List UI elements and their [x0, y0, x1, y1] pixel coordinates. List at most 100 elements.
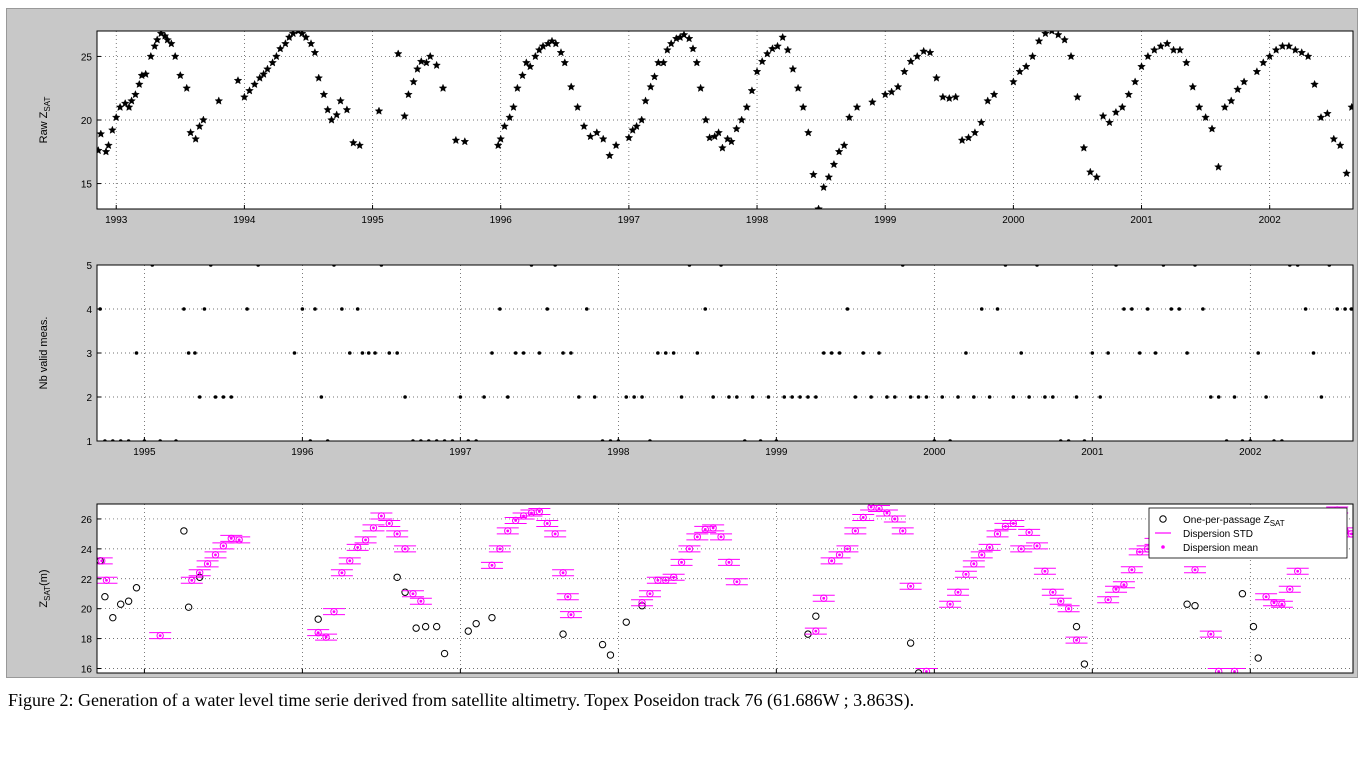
dispersion-mean-ring: [488, 561, 496, 570]
x-tick-label: 2001: [1081, 447, 1104, 458]
star-point: [1053, 31, 1063, 39]
dispersion-mean-ring: [504, 527, 512, 535]
star-point: [404, 90, 413, 99]
dot-point: [347, 351, 352, 355]
star-point: [900, 67, 909, 76]
dot-point: [790, 395, 794, 399]
legend-dot-marker: [1161, 545, 1165, 549]
plot-area: [97, 504, 1353, 673]
dot-point: [134, 351, 139, 355]
dot-point: [640, 395, 644, 399]
dispersion-mean-point: [1130, 568, 1134, 572]
star-point: [696, 83, 705, 92]
star-point: [742, 102, 752, 111]
star-point: [438, 83, 448, 92]
dot-point: [245, 307, 249, 311]
x-tick-label: 1996: [291, 447, 314, 458]
dot-point: [671, 351, 676, 355]
star-point: [804, 128, 813, 137]
dot-point: [545, 307, 550, 311]
dot-point: [703, 307, 708, 311]
circle-point: [401, 588, 409, 596]
dispersion-mean-point: [1122, 583, 1126, 587]
dot-point: [814, 395, 818, 399]
dispersion-mean-point: [1019, 547, 1023, 551]
star-point: [124, 102, 134, 111]
dispersion-mean-ring: [993, 530, 1002, 538]
dot-point: [853, 395, 858, 399]
y-axis-label-suffix: (m): [38, 569, 50, 586]
dot-point: [360, 351, 365, 355]
dispersion-mean-point: [1067, 607, 1071, 611]
y-tick-label: 24: [81, 545, 93, 556]
star-point: [422, 58, 431, 67]
star-point: [1252, 67, 1262, 76]
dispersion-mean-point: [553, 532, 557, 536]
legend-label-main: One-per-passage Z: [1183, 515, 1270, 526]
star-point: [637, 115, 646, 124]
dispersion-mean-point: [869, 505, 873, 509]
dispersion-mean-ring: [543, 519, 551, 528]
y-axis-label: ZSAT(m): [38, 569, 52, 607]
star-point: [556, 48, 566, 57]
dispersion-mean-ring: [693, 533, 702, 541]
dot-point: [1201, 307, 1205, 311]
star-point: [163, 35, 172, 44]
star-point: [547, 36, 557, 45]
star-point: [732, 124, 741, 133]
dispersion-mean-ring: [733, 578, 741, 586]
star-point: [839, 140, 849, 150]
circle-point: [101, 593, 109, 601]
star-point: [880, 90, 890, 99]
dot-point: [592, 395, 597, 399]
star-point: [170, 51, 180, 61]
circle-point: [421, 622, 430, 631]
star-point: [342, 105, 352, 114]
star-point: [409, 77, 418, 86]
star-point: [868, 97, 877, 106]
dot-point: [1303, 307, 1308, 311]
star-point: [509, 102, 518, 111]
circle-point: [1183, 600, 1191, 608]
circle-point: [109, 613, 117, 622]
dot-point: [202, 307, 207, 311]
dispersion-mean-point: [972, 562, 976, 566]
circle-point: [812, 612, 820, 620]
star-point: [579, 121, 589, 131]
dot-point: [1011, 395, 1016, 399]
dispersion-mean-ring: [1112, 585, 1120, 593]
circle-point: [606, 651, 615, 659]
dispersion-mean-ring: [946, 600, 954, 608]
circle-point: [598, 640, 607, 649]
dispersion-mean-point: [206, 562, 209, 566]
chart-panel-3: 1995199619971998199920002001200216182022…: [38, 503, 1354, 676]
star-point: [1124, 90, 1133, 99]
dot-point: [1074, 395, 1079, 399]
star-point: [919, 46, 928, 56]
star-point: [989, 90, 999, 99]
circle-point: [906, 639, 915, 647]
dispersion-mean-point: [893, 517, 897, 521]
dispersion-mean-ring: [235, 536, 243, 544]
dispersion-mean-ring: [1009, 519, 1018, 528]
dispersion-mean-point: [530, 511, 533, 515]
dot-point: [624, 395, 629, 399]
y-tick-label: 26: [81, 515, 93, 526]
y-tick-label: 20: [81, 605, 93, 616]
dispersion-mean-point: [996, 532, 999, 536]
dispersion-mean-ring: [1025, 528, 1033, 537]
dot-point: [829, 351, 834, 355]
dot-point: [98, 307, 102, 311]
dispersion-mean-ring: [227, 534, 235, 543]
y-axis-label-main: Nb valid meas.: [38, 317, 50, 390]
dispersion-mean-ring: [717, 533, 725, 541]
dispersion-mean-point: [229, 536, 233, 540]
dot-point: [766, 395, 771, 399]
dispersion-mean-ring: [559, 569, 567, 577]
dot-point: [1335, 307, 1340, 311]
star-point: [663, 45, 672, 54]
y-tick-label: 4: [86, 305, 92, 316]
dispersion-mean-ring: [567, 610, 575, 619]
dispersion-mean-point: [1280, 602, 1284, 606]
star-point: [425, 51, 435, 61]
